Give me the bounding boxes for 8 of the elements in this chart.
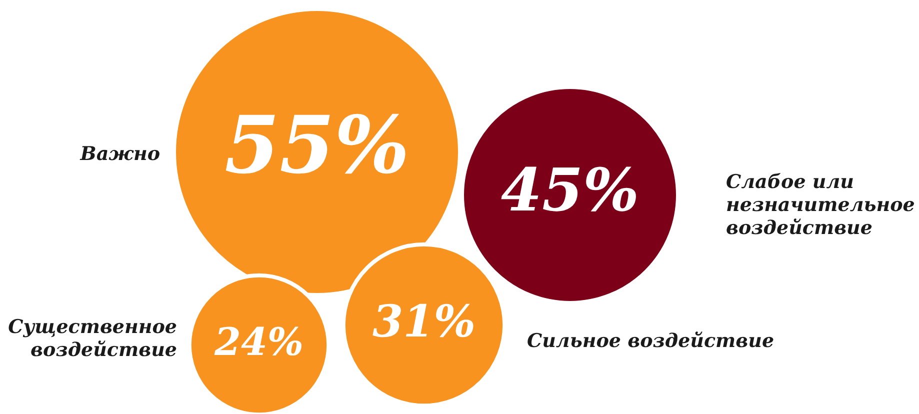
data-label: 24%	[214, 318, 304, 364]
category-label: Существенное воздействие	[8, 316, 177, 361]
data-label: 31%	[372, 296, 476, 348]
category-label: Важно	[79, 142, 160, 165]
data-label: 55%	[224, 98, 410, 192]
data-label: 45%	[500, 155, 640, 224]
category-label: Слабое или незначительное воздействие	[726, 170, 915, 239]
category-label: Сильное воздействие	[527, 330, 774, 352]
